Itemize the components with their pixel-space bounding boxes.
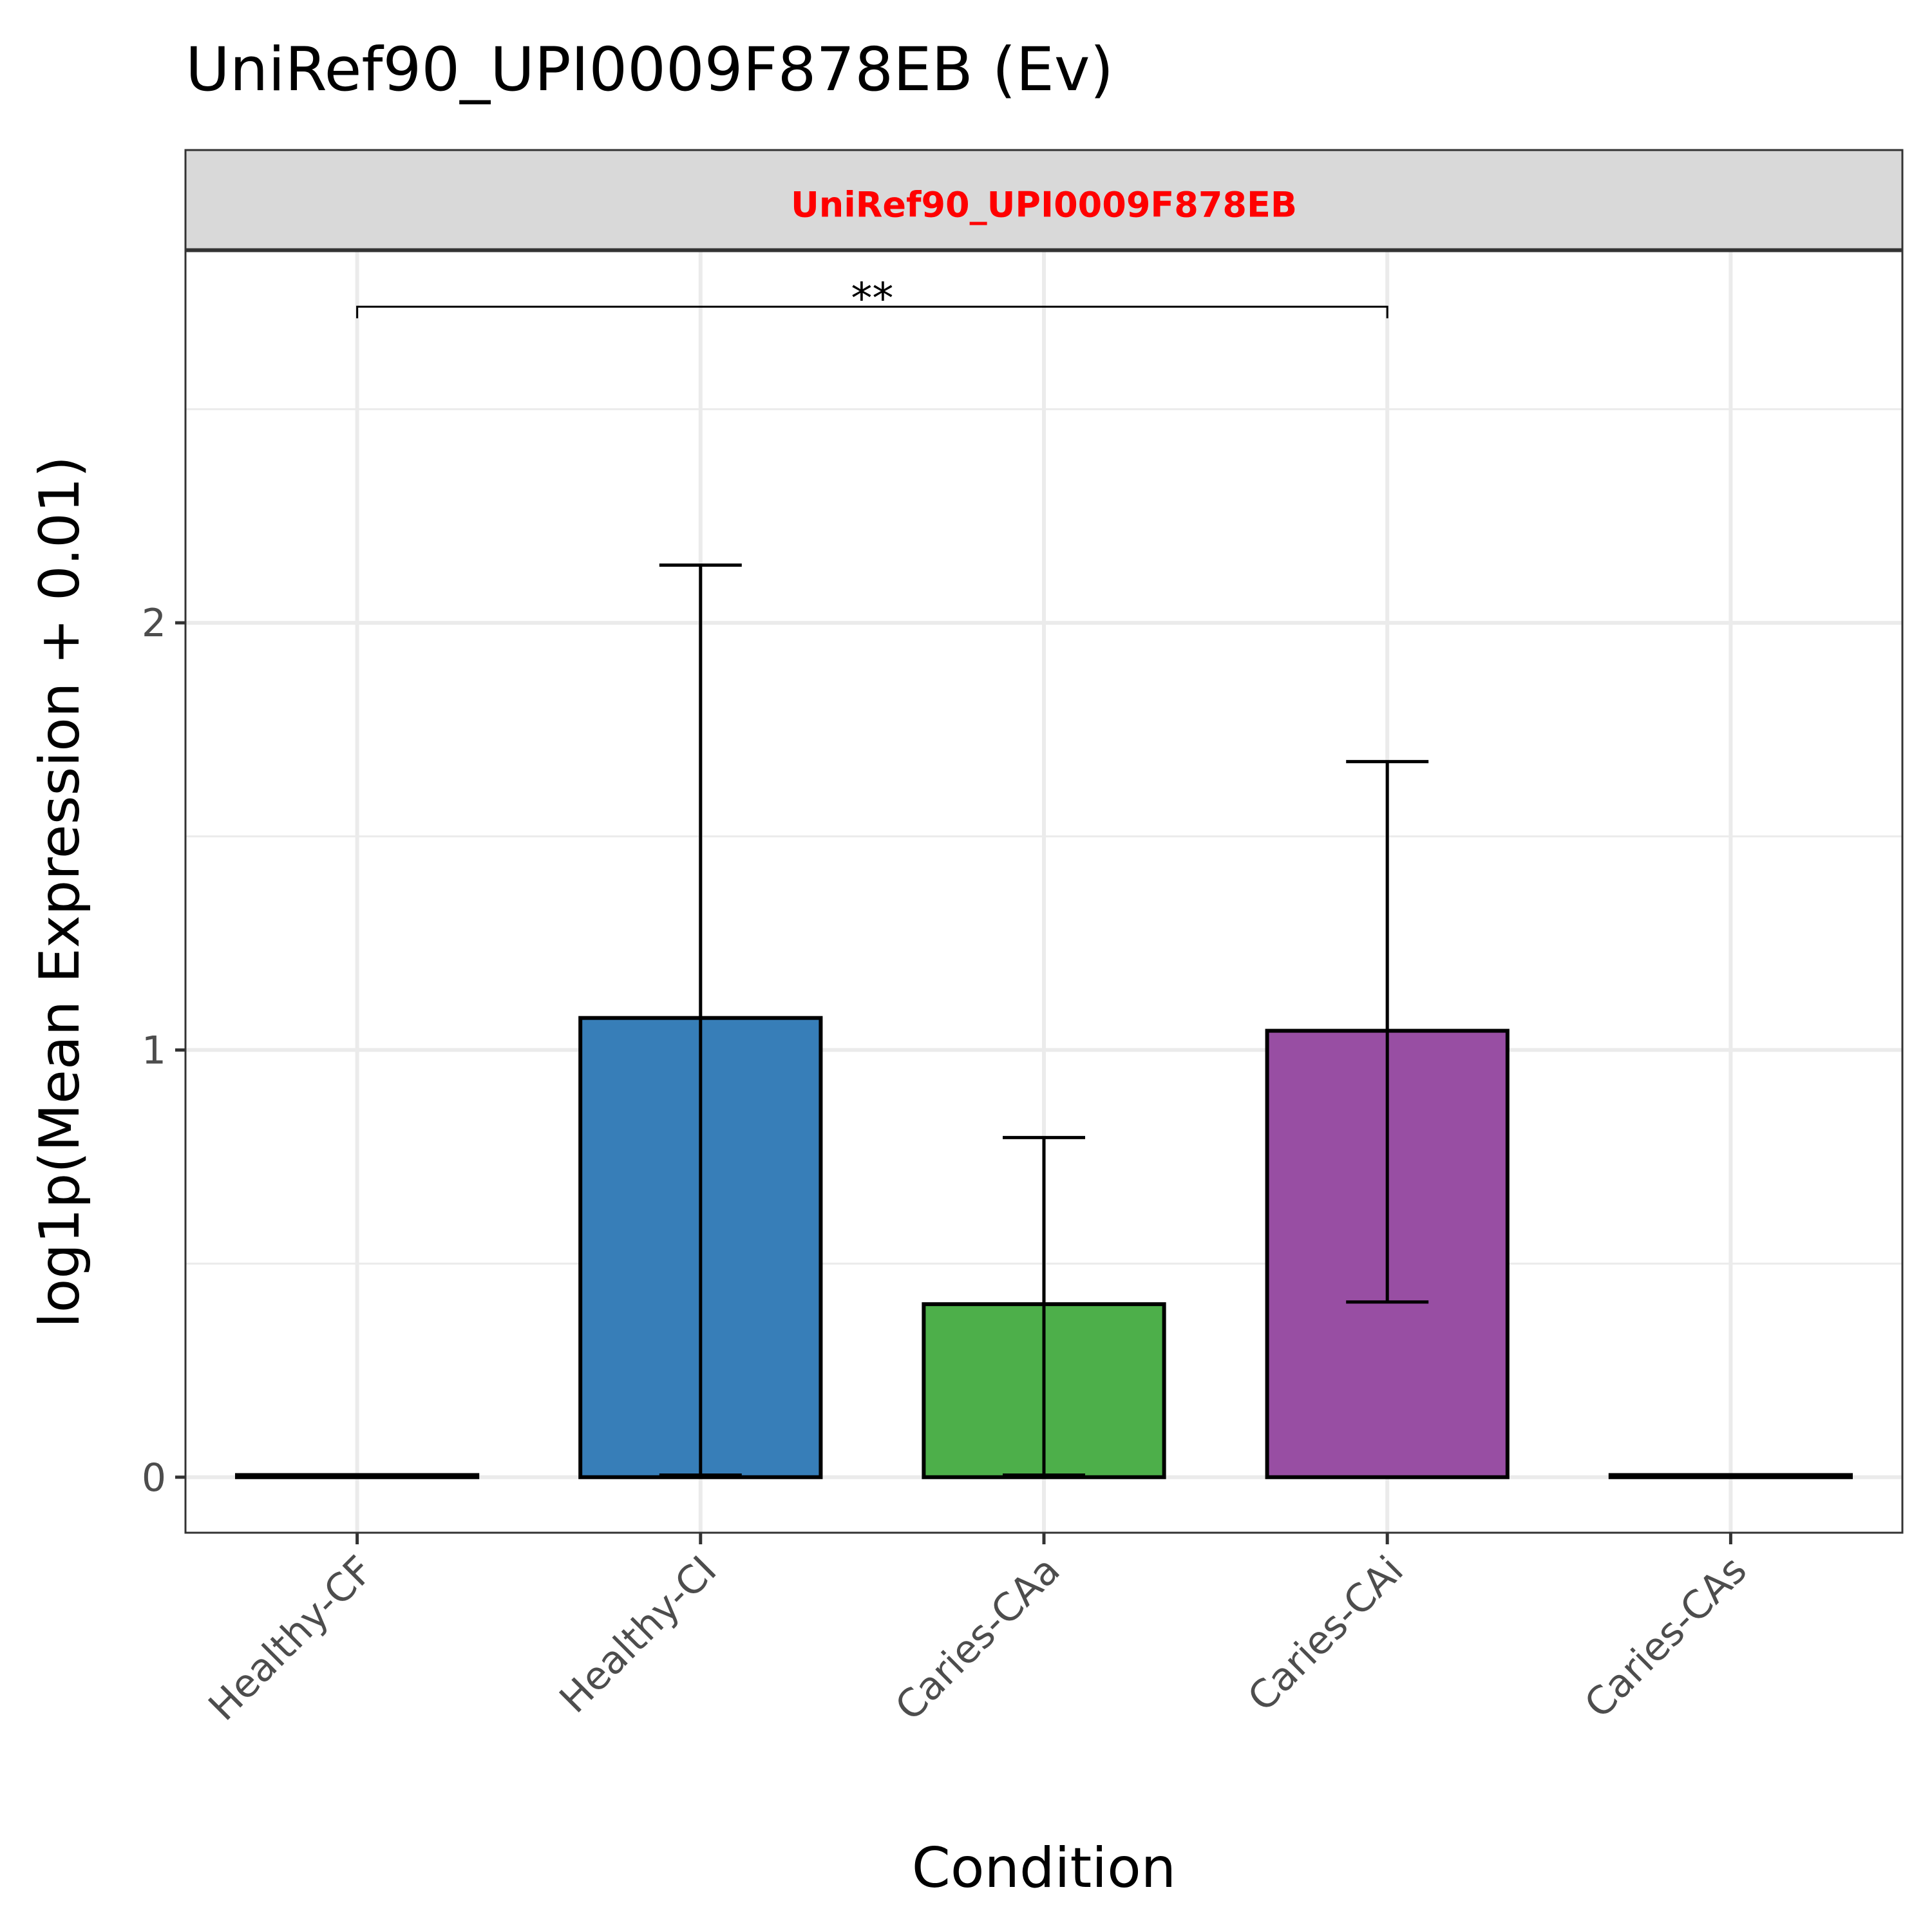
significance-annotations: **: [356, 274, 1388, 323]
chart-title: UniRef90_UPI0009F878EB (Ev): [185, 35, 1113, 105]
y-axis-title: log1p(Mean Expression + 0.01): [28, 456, 92, 1328]
x-tick-label: Caries-CAa: [887, 1548, 1069, 1730]
facet-label: UniRef90_UPI0009F878EB: [791, 185, 1297, 225]
facet-strip: [184, 149, 1904, 251]
significance-label: **: [851, 274, 893, 323]
significance-bracket: [356, 305, 1388, 319]
y-axis: 0 1 2: [142, 601, 185, 1501]
y-tick-label: 2: [142, 601, 166, 646]
x-tick-label: Caries-CAi: [1240, 1548, 1412, 1720]
x-tick-label: Healthy-CI: [551, 1548, 726, 1722]
error-bars: [316, 564, 1772, 1477]
x-axis: Healthy-CF Healthy-CI Caries-CAa Caries-CAi…: [200, 1533, 1756, 1730]
x-tick-label: Healthy-CF: [200, 1548, 383, 1730]
x-axis-title: Condition: [912, 1836, 1176, 1900]
x-tick-label: Caries-CAs: [1576, 1548, 1756, 1727]
y-tick-label: 1: [142, 1028, 166, 1073]
y-tick-label: 0: [142, 1455, 166, 1501]
